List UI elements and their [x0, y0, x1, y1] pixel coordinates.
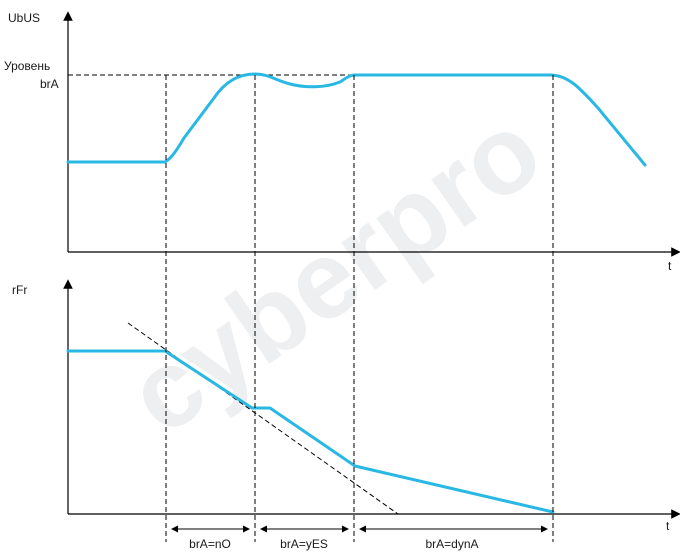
interval-label-yes: brA=yES — [280, 537, 328, 551]
interval-label-no: brA=nO — [189, 537, 231, 551]
watermark-text: cyberpro — [106, 87, 562, 458]
interval-label-dyna: brA=dynA — [425, 537, 478, 551]
level-label-line2: brA — [40, 77, 59, 91]
ramp-reference-dashed — [127, 322, 399, 515]
level-label-line1: Уровень — [4, 59, 50, 73]
rfr-curve — [66, 349, 555, 514]
top-y-axis-label: UbUS — [8, 11, 40, 25]
watermark: cyberpro — [106, 87, 562, 458]
ubus-curve — [66, 72, 647, 167]
bottom-y-axis-label: rFr — [12, 283, 27, 297]
top-x-axis-label: t — [668, 259, 672, 273]
bottom-x-axis-label: t — [666, 519, 670, 533]
